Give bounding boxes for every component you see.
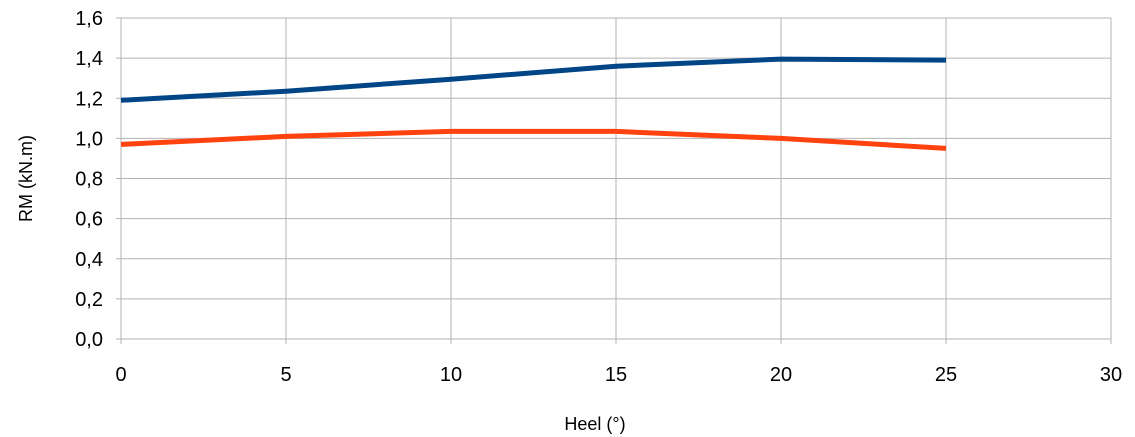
series-line	[120, 56, 947, 103]
y-tick-label: 0,6	[75, 209, 103, 231]
x-tick-label: 10	[440, 364, 462, 386]
y-tick-label: 0,8	[75, 169, 103, 191]
y-tick-label: 0,4	[75, 249, 103, 271]
x-axis-tick-labels: 0 5 10 15 20 25 30	[115, 364, 1122, 386]
x-axis-title: Heel (°)	[564, 414, 625, 434]
x-tick-label: 5	[280, 364, 291, 386]
y-tick-label: 0,0	[75, 329, 103, 351]
y-tick-label: 1,6	[75, 8, 103, 30]
plot-series	[120, 56, 947, 151]
x-tick-label: 30	[1100, 364, 1122, 386]
x-tick-label: 15	[605, 364, 627, 386]
y-tick-label: 1,2	[75, 88, 103, 110]
y-tick-label: 1,0	[75, 128, 103, 150]
x-tick-label: 20	[770, 364, 792, 386]
y-tick-label: 0,2	[75, 289, 103, 311]
y-axis-tick-labels: 0,0 0,2 0,4 0,6 0,8 1,0 1,2 1,4 1,6	[75, 8, 103, 351]
x-tick-label: 25	[935, 364, 957, 386]
series-1	[120, 56, 947, 103]
y-axis-title: RM (kN.m)	[16, 135, 36, 222]
series-line	[120, 128, 947, 151]
series-2	[120, 128, 947, 151]
y-tick-label: 1,4	[75, 48, 103, 70]
x-tick-label: 0	[115, 364, 126, 386]
vertical-grid-lines	[120, 18, 1112, 344]
